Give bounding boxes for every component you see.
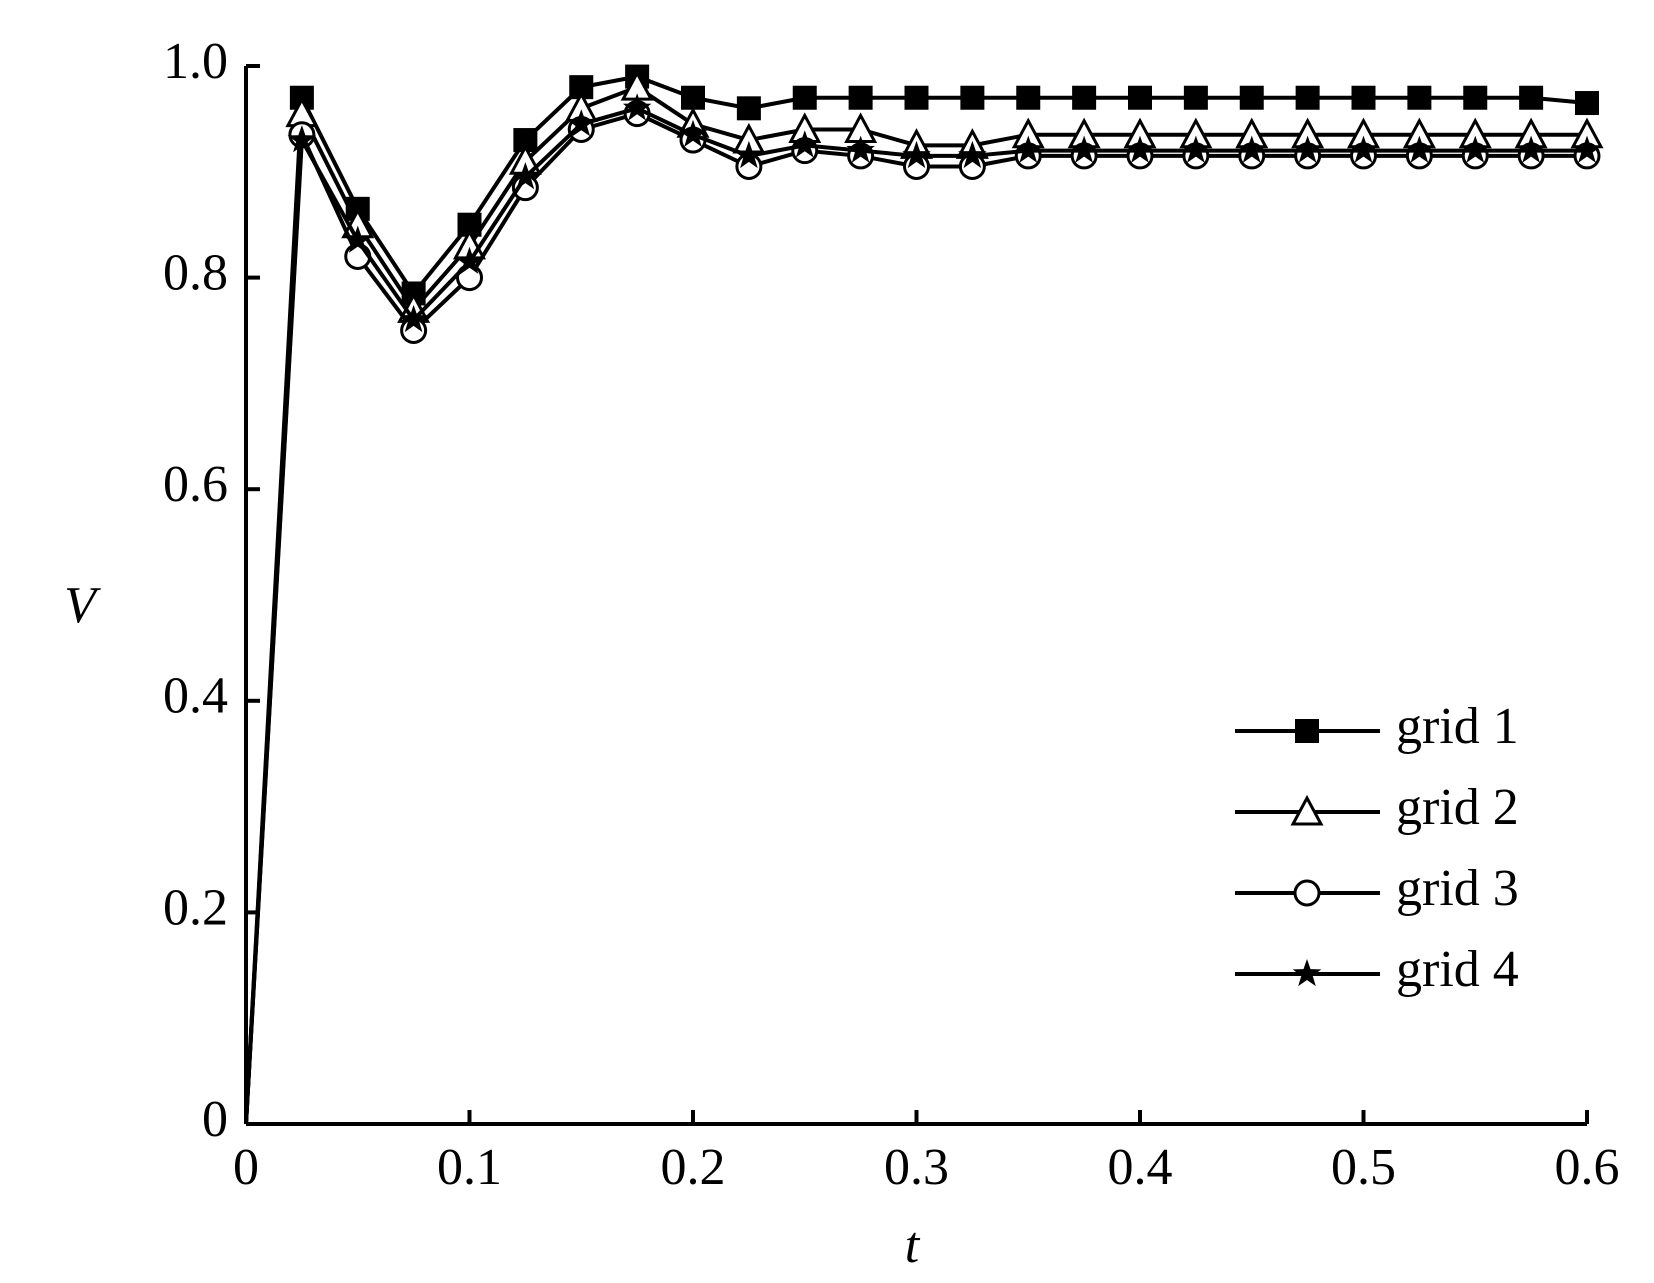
y-tick-label: 0.2 [163, 879, 228, 936]
legend-marker [1295, 719, 1319, 743]
series-line [244, 84, 1587, 1125]
point-marker [958, 140, 987, 169]
point-marker [678, 119, 708, 147]
point-marker [1237, 135, 1266, 163]
series-line [244, 74, 1588, 1125]
x-tick-label: 0.4 [1108, 1139, 1173, 1196]
x-tick-label: 0.2 [661, 1139, 726, 1196]
x-tick-label: 0 [233, 1139, 259, 1196]
point-marker [904, 85, 929, 110]
x-axis-label: t [905, 1217, 921, 1274]
point-marker [1181, 135, 1211, 163]
point-marker [1349, 135, 1378, 163]
y-tick-label: 0.8 [163, 245, 228, 302]
point-marker [455, 246, 484, 274]
point-marker [567, 109, 596, 137]
point-marker [1128, 85, 1152, 110]
y-tick-label: 0 [202, 1091, 228, 1148]
point-marker [1295, 85, 1320, 110]
point-marker [1125, 135, 1155, 163]
y-axis-label: V [64, 577, 101, 634]
point-marker [1405, 135, 1434, 163]
y-tick-label: 1.0 [163, 33, 228, 90]
point-marker [1183, 85, 1208, 110]
x-tick-label: 0.5 [1331, 1139, 1396, 1196]
y-tick-label: 0.4 [163, 668, 228, 725]
series-line [244, 106, 1587, 1125]
point-marker [681, 85, 705, 110]
series-line [244, 111, 1587, 1125]
point-marker [622, 93, 652, 121]
point-marker [287, 125, 317, 153]
point-marker [1461, 135, 1490, 163]
point-marker [1069, 135, 1099, 163]
point-marker [1572, 135, 1602, 163]
point-marker [846, 135, 875, 163]
point-marker [1014, 135, 1043, 163]
legend-label: grid 2 [1396, 779, 1519, 836]
y-tick-label: 0.6 [163, 456, 228, 513]
x-tick-label: 0.3 [884, 1139, 949, 1196]
point-marker [1516, 135, 1546, 163]
point-marker [344, 242, 372, 270]
legend-marker [1292, 959, 1322, 987]
point-marker [1351, 85, 1376, 110]
legend-label: grid 3 [1396, 860, 1519, 917]
point-marker [960, 85, 985, 110]
point-marker [790, 130, 819, 158]
point-marker [1072, 85, 1097, 110]
point-marker [1463, 85, 1488, 110]
point-marker [511, 162, 540, 190]
point-marker [399, 304, 428, 333]
point-marker [736, 96, 761, 121]
x-tick-label: 0.1 [437, 1139, 502, 1196]
legend-label: grid 1 [1396, 698, 1519, 755]
point-marker [1239, 85, 1264, 110]
point-marker [1575, 91, 1599, 116]
point-marker [1407, 85, 1432, 110]
point-marker [1293, 135, 1322, 163]
point-marker [902, 140, 931, 169]
point-marker [848, 85, 873, 110]
x-tick-label: 0.6 [1555, 1139, 1620, 1196]
point-marker [792, 85, 817, 110]
legend-label: grid 4 [1396, 941, 1519, 998]
point-marker [1519, 85, 1544, 110]
legend-marker [1293, 879, 1321, 907]
point-marker [734, 140, 764, 169]
point-marker [1016, 85, 1041, 110]
point-marker [343, 225, 372, 253]
legend-marker [1290, 794, 1324, 826]
